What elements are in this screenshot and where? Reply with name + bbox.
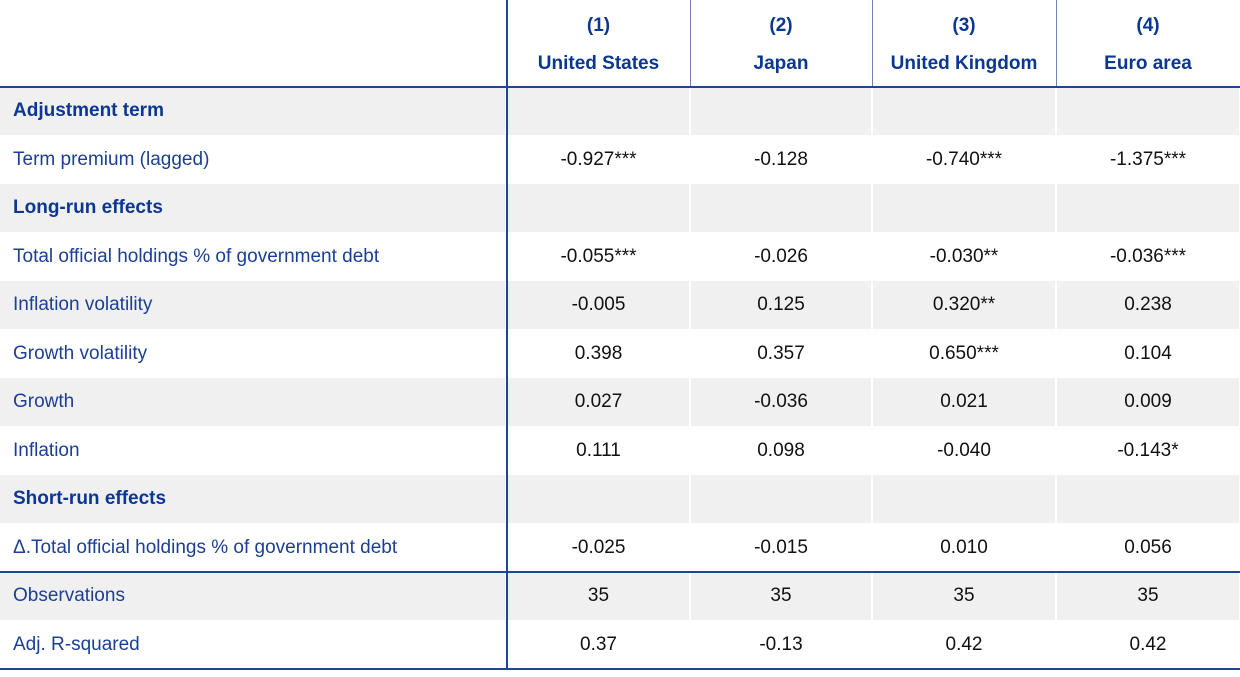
cell-value: 0.027 [574,391,623,413]
row-shade [1057,572,1239,620]
row-label: Total official holdings % of government … [13,245,380,267]
row-shade [0,281,505,329]
cell-value: 0.37 [580,633,617,655]
column-number: (4) [1136,15,1160,36]
cell-value: 35 [953,585,975,607]
cell-value: 0.320** [932,294,996,316]
cell-value: -1.375*** [1109,148,1187,170]
cell-value: 0.238 [1124,294,1172,316]
cell-value: 0.111 [576,439,621,461]
row-shade [508,378,689,426]
cell-value: 0.650*** [929,342,999,364]
row-shade [691,184,871,232]
cell-value: -0.740*** [925,148,1003,170]
column-name: Japan [753,53,809,74]
cell-value: -0.005 [571,294,626,316]
cell-value: 0.125 [757,294,805,316]
row-label: Inflation volatility [13,294,153,316]
cell-value: -0.015 [754,536,808,558]
cell-value: -0.036 [754,391,808,413]
row-shade [508,184,689,232]
cell-value: 0.009 [1124,391,1172,413]
row-shade [0,378,505,426]
cell-value: -0.030** [929,245,999,267]
header-divider [872,0,873,87]
rule [0,571,1240,573]
cell-value: 0.42 [945,633,983,655]
cell-value: -0.13 [759,633,803,655]
section-label: Short-run effects [13,488,167,510]
cell-value: 0.098 [757,439,805,461]
header-divider [1056,0,1057,87]
column-rule [506,0,508,669]
cell-value: 0.056 [1124,536,1172,558]
cell-value: 35 [587,585,610,607]
column-number: (2) [769,15,793,36]
row-label: Observations [13,585,125,607]
cell-value: -0.026 [754,245,808,267]
row-label: Inflation [13,439,80,461]
section-label: Long-run effects [13,197,163,219]
row-shade [1057,184,1239,232]
row-shade [1057,281,1239,329]
row-shade [873,378,1055,426]
column-number: (1) [586,15,611,36]
row-label: Growth volatility [13,342,148,364]
row-label: Term premium (lagged) [13,148,210,170]
row-label: Adj. R-squared [13,633,140,655]
cell-value: 0.357 [757,342,805,364]
cell-value: -0.927*** [560,148,637,170]
header-divider [690,0,691,87]
row-shade [1057,475,1239,523]
row-label: Δ.Total official holdings % of governmen… [13,536,398,558]
cell-value: 0.021 [940,391,988,413]
cell-value: -0.036*** [1109,245,1187,267]
cell-value: -0.055*** [560,245,637,267]
row-shade [691,378,871,426]
column-name: United Kingdom [890,53,1038,74]
row-shade [691,87,871,135]
cell-value: 35 [1137,585,1159,607]
cell-value: -0.143* [1117,439,1179,461]
row-shade [508,281,689,329]
row-label: Growth [13,391,75,413]
rule [0,668,1240,670]
row-shade [873,281,1055,329]
row-shade [508,572,689,620]
row-shade [691,281,871,329]
column-name: United States [537,53,660,74]
rule [0,86,1240,88]
column-number: (3) [952,15,976,36]
cell-value: -0.040 [937,439,991,461]
cell-value: -0.128 [754,148,808,170]
cell-value: 0.42 [1129,633,1167,655]
row-shade [691,475,871,523]
row-shade [0,475,505,523]
row-shade [1057,87,1239,135]
row-shade [1057,378,1239,426]
row-shade [0,87,505,135]
section-label: Adjustment term [13,100,164,122]
cell-value: 0.010 [940,536,988,558]
row-shade [873,572,1055,620]
row-shade [508,475,689,523]
cell-value: 0.398 [574,342,623,364]
row-shade [873,475,1055,523]
row-shade [691,572,871,620]
row-shade [0,184,505,232]
row-shade [508,87,689,135]
row-shade [0,572,505,620]
row-shade [873,87,1055,135]
cell-value: 0.104 [1124,342,1172,364]
cell-value: -0.025 [571,536,626,558]
column-name: Euro area [1104,53,1192,74]
cell-value: 35 [770,585,792,607]
row-shade [873,184,1055,232]
